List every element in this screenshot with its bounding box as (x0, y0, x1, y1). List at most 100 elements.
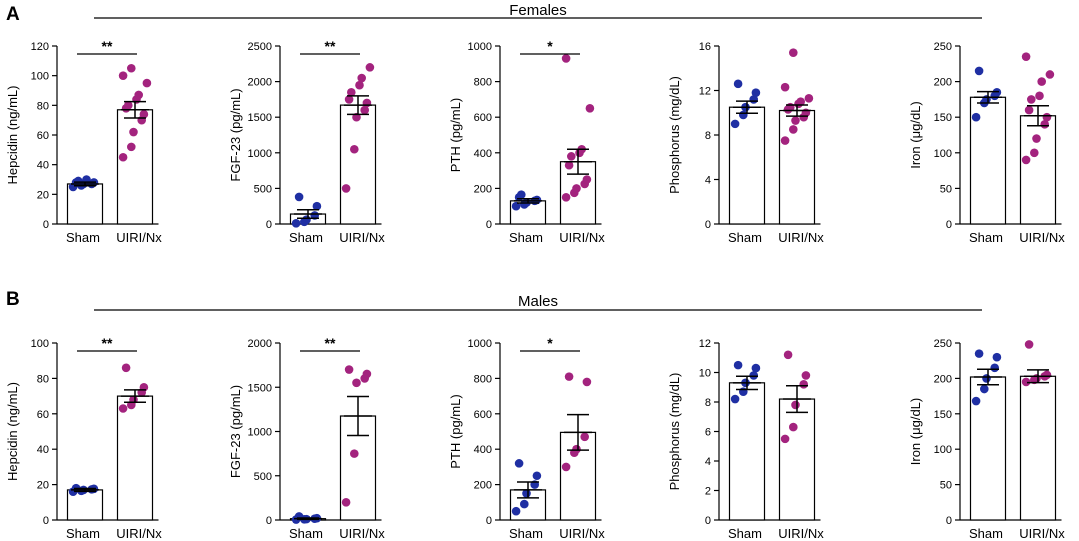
data-point (350, 144, 359, 154)
data-point (1035, 91, 1044, 101)
y-tick-label: 16 (699, 41, 711, 53)
data-point (789, 422, 798, 432)
y-tick-label: 60 (37, 130, 49, 142)
data-point (582, 175, 592, 184)
data-point (1024, 105, 1034, 115)
data-point (783, 350, 793, 360)
x-tick-label: UIRI/Nx (778, 526, 824, 541)
data-point (971, 112, 981, 122)
y-tick-label: 1000 (468, 41, 492, 53)
significance-marker: ** (102, 335, 113, 351)
data-point (572, 444, 581, 454)
y-tick-label: 400 (474, 444, 492, 456)
data-point (362, 369, 372, 379)
bar-uiri-nx (339, 104, 377, 225)
y-tick-label: 150 (934, 112, 952, 124)
x-tick-label: UIRI/Nx (1019, 526, 1065, 541)
data-point (344, 95, 354, 104)
x-tick-label: Sham (969, 230, 1003, 245)
y-tick-label: 2000 (248, 338, 272, 350)
y-axis-label: Hepcidin (ng/mL) (5, 382, 20, 481)
y-tick-label: 50 (940, 183, 952, 195)
data-point (990, 363, 999, 373)
significance-marker: ** (102, 38, 113, 54)
x-tick-label: Sham (66, 526, 100, 541)
chart-females-5: 0 50 100 150 200 250 Iron (μg/dL) Sham UIRI/Nx (908, 41, 1065, 245)
y-tick-label: 600 (474, 112, 492, 124)
chart-males-3: 0 200 400 600 800 1000 PTH (pg/mL) Sham UIRI/Nx * (448, 335, 605, 541)
data-point (561, 462, 571, 472)
y-tick-label: 60 (37, 409, 49, 421)
y-tick-label: 100 (31, 338, 49, 350)
y-tick-label: 0 (946, 515, 952, 527)
y-tick-label: 1000 (248, 427, 272, 439)
data-point (511, 201, 521, 211)
data-point (1045, 70, 1055, 79)
y-tick-label: 8 (705, 130, 711, 142)
data-point (1042, 370, 1052, 380)
data-point (789, 48, 798, 57)
y-axis-label: Iron (μg/dL) (908, 101, 923, 168)
data-point (585, 104, 595, 113)
x-tick-label: Sham (289, 526, 323, 541)
y-tick-label: 120 (31, 41, 49, 53)
y-tick-label: 200 (934, 77, 952, 89)
y-tick-label: 600 (474, 409, 492, 421)
data-point (302, 215, 311, 225)
data-point (971, 396, 981, 406)
data-point (780, 434, 790, 444)
data-point (567, 152, 576, 161)
data-point (129, 127, 138, 137)
data-point (791, 400, 800, 410)
x-tick-label: Sham (969, 526, 1003, 541)
bar-uiri-nx (1019, 115, 1057, 225)
y-axis-label: FGF-23 (pg/mL) (228, 385, 243, 478)
data-point (355, 80, 364, 90)
data-point (564, 372, 574, 381)
data-point (730, 119, 740, 129)
x-tick-label: UIRI/Nx (559, 526, 605, 541)
data-point (357, 73, 367, 83)
y-tick-label: 1000 (248, 148, 272, 160)
data-point (511, 506, 521, 516)
y-tick-label: 0 (43, 219, 49, 231)
data-point (127, 142, 136, 152)
data-point (520, 499, 529, 509)
y-axis-label: FGF-23 (pg/mL) (228, 88, 243, 181)
significance-marker: ** (325, 335, 336, 351)
chart-males-5: 0 50 100 150 200 250 Iron (μg/dL) Sham UIRI/Nx (908, 338, 1065, 541)
data-point (121, 363, 131, 373)
data-point (982, 374, 991, 383)
data-point (124, 101, 133, 110)
data-point (789, 125, 798, 134)
chart-males-4: 0 2 4 6 8 10 12 Phosphorus (mg/dL) Sham UIRI/Nx (667, 338, 824, 541)
data-point (780, 82, 790, 92)
x-tick-label: UIRI/Nx (116, 526, 162, 541)
y-tick-label: 1500 (248, 382, 272, 394)
data-point (751, 88, 761, 98)
data-point (580, 432, 589, 442)
data-point (561, 193, 571, 202)
chart-males-2: 0 500 1000 1500 2000 FGF-23 (pg/mL) Sham UIRI/N… (228, 335, 385, 541)
data-point (365, 63, 375, 72)
panel-letter-b: B (6, 289, 20, 310)
y-tick-label: 40 (37, 444, 49, 456)
y-tick-label: 0 (486, 219, 492, 231)
data-point (127, 63, 136, 73)
x-tick-label: Sham (66, 230, 100, 245)
data-point (294, 192, 304, 202)
y-tick-label: 0 (266, 515, 272, 527)
y-axis-label: PTH (pg/mL) (448, 98, 463, 172)
data-point (362, 98, 372, 108)
y-tick-label: 100 (31, 71, 49, 83)
y-tick-label: 2000 (248, 77, 272, 89)
data-point (791, 116, 800, 125)
data-point (1042, 112, 1052, 122)
data-point (352, 378, 361, 388)
data-point (1037, 77, 1046, 86)
data-point (980, 384, 989, 394)
y-tick-label: 50 (940, 480, 952, 492)
y-tick-label: 40 (37, 160, 49, 172)
group-title-males: Males (518, 293, 558, 310)
data-point (751, 363, 761, 373)
